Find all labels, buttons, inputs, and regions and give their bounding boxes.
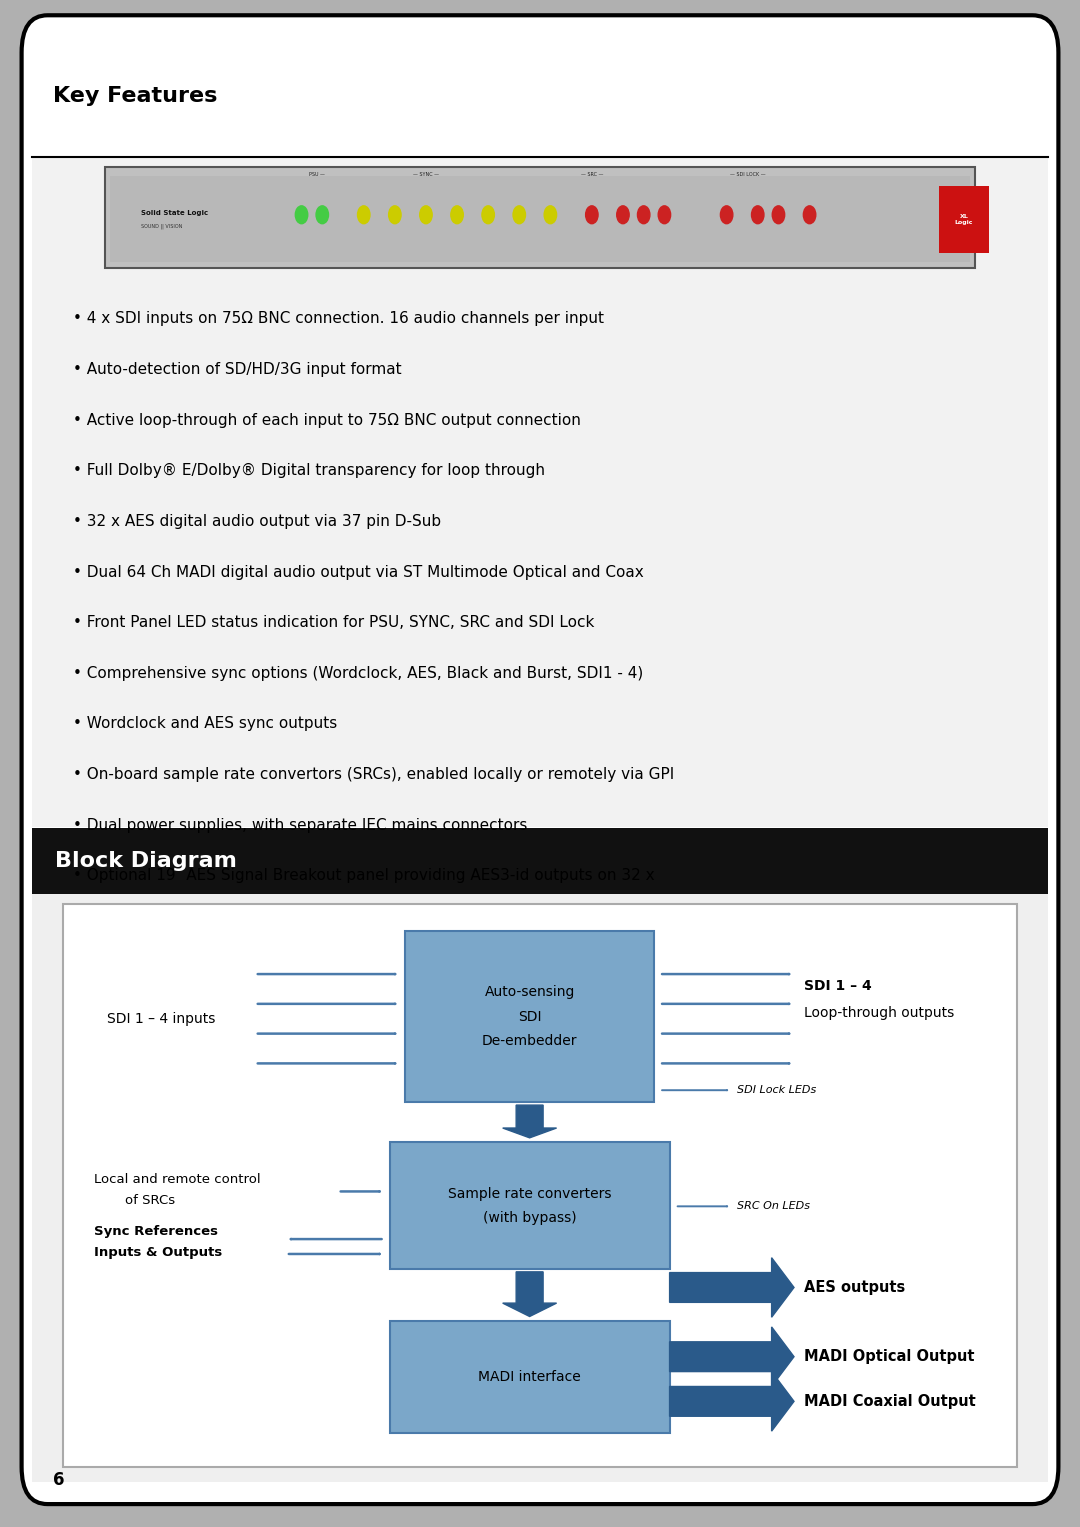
- FancyArrow shape: [502, 1106, 556, 1138]
- Text: Sync References: Sync References: [94, 1225, 218, 1238]
- Text: SDI 1 – 4 inputs: SDI 1 – 4 inputs: [107, 1012, 216, 1026]
- Text: Key Features: Key Features: [53, 86, 217, 105]
- Text: • Comprehensive sync options (Wordclock, AES, Black and Burst, SDI1 - 4): • Comprehensive sync options (Wordclock,…: [73, 666, 644, 681]
- Circle shape: [617, 206, 630, 223]
- Text: 6: 6: [53, 1471, 64, 1489]
- Circle shape: [389, 206, 401, 223]
- Text: • Optional 19″ AES Signal Breakout panel providing AES3-id outputs on 32 x: • Optional 19″ AES Signal Breakout panel…: [73, 869, 656, 883]
- Text: • On-board sample rate convertors (SRCs), enabled locally or remotely via GPI: • On-board sample rate convertors (SRCs)…: [73, 767, 675, 782]
- Text: MADI interface: MADI interface: [478, 1370, 581, 1383]
- Circle shape: [357, 206, 370, 223]
- Text: MADI Coaxial Output: MADI Coaxial Output: [805, 1394, 976, 1409]
- FancyBboxPatch shape: [22, 15, 1058, 1504]
- Text: Local and remote control: Local and remote control: [94, 1173, 260, 1186]
- Circle shape: [420, 206, 432, 223]
- FancyBboxPatch shape: [63, 904, 1017, 1467]
- Text: — SDI LOCK —: — SDI LOCK —: [730, 173, 765, 177]
- Text: • Auto-detection of SD/HD/3G input format: • Auto-detection of SD/HD/3G input forma…: [73, 362, 402, 377]
- Text: SOUND || VISION: SOUND || VISION: [140, 224, 183, 229]
- Text: SDI 1 – 4: SDI 1 – 4: [805, 979, 873, 993]
- Text: • Active loop-through of each input to 75Ω BNC output connection: • Active loop-through of each input to 7…: [73, 412, 581, 428]
- Text: SDI: SDI: [518, 1009, 541, 1023]
- Text: AES outputs: AES outputs: [805, 1280, 906, 1295]
- Text: MADI Optical Output: MADI Optical Output: [805, 1350, 975, 1364]
- Text: • Full Dolby® E/Dolby® Digital transparency for loop through: • Full Dolby® E/Dolby® Digital transpare…: [73, 463, 545, 478]
- Circle shape: [658, 206, 671, 223]
- Circle shape: [772, 206, 785, 223]
- Circle shape: [637, 206, 650, 223]
- FancyBboxPatch shape: [32, 157, 1048, 826]
- FancyBboxPatch shape: [110, 176, 970, 263]
- FancyArrow shape: [670, 1327, 794, 1387]
- Text: Inputs & Outputs: Inputs & Outputs: [94, 1246, 222, 1258]
- Circle shape: [804, 206, 815, 223]
- Circle shape: [450, 206, 463, 223]
- Text: SRC On LEDs: SRC On LEDs: [737, 1202, 810, 1211]
- Text: — SRC —: — SRC —: [581, 173, 603, 177]
- Circle shape: [482, 206, 495, 223]
- Text: — SYNC —: — SYNC —: [413, 173, 438, 177]
- Circle shape: [720, 206, 733, 223]
- Circle shape: [752, 206, 764, 223]
- Circle shape: [295, 206, 308, 223]
- Circle shape: [585, 206, 598, 223]
- Text: PSU —: PSU —: [309, 173, 325, 177]
- FancyArrow shape: [670, 1371, 794, 1431]
- FancyBboxPatch shape: [390, 1321, 670, 1432]
- FancyArrow shape: [502, 1272, 556, 1316]
- Text: Loop-through outputs: Loop-through outputs: [805, 1006, 955, 1020]
- Text: BNC connectors (75Ω): BNC connectors (75Ω): [96, 906, 266, 919]
- Text: Sample rate converters: Sample rate converters: [448, 1186, 611, 1200]
- FancyBboxPatch shape: [390, 1142, 670, 1269]
- Text: • 32 x AES digital audio output via 37 pin D-Sub: • 32 x AES digital audio output via 37 p…: [73, 515, 442, 528]
- Text: Block Diagram: Block Diagram: [55, 851, 237, 870]
- FancyBboxPatch shape: [405, 931, 654, 1102]
- Text: Auto-sensing: Auto-sensing: [485, 985, 575, 1000]
- Text: • Front Panel LED status indication for PSU, SYNC, SRC and SDI Lock: • Front Panel LED status indication for …: [73, 615, 595, 631]
- Text: XL
Logic: XL Logic: [955, 214, 973, 224]
- Text: De-embedder: De-embedder: [482, 1034, 578, 1048]
- Text: SDI Lock LEDs: SDI Lock LEDs: [737, 1086, 816, 1095]
- FancyArrow shape: [670, 1258, 794, 1318]
- Text: • Dual power supplies, with separate IEC mains connectors: • Dual power supplies, with separate IEC…: [73, 817, 528, 832]
- Circle shape: [316, 206, 328, 223]
- Circle shape: [544, 206, 556, 223]
- FancyBboxPatch shape: [32, 35, 1048, 157]
- FancyBboxPatch shape: [32, 893, 1048, 1481]
- Text: of SRCs: of SRCs: [125, 1194, 175, 1206]
- FancyBboxPatch shape: [940, 186, 989, 253]
- FancyBboxPatch shape: [32, 828, 1048, 893]
- Text: Solid State Logic: Solid State Logic: [140, 211, 208, 217]
- Text: • Dual 64 Ch MADI digital audio output via ST Multimode Optical and Coax: • Dual 64 Ch MADI digital audio output v…: [73, 565, 644, 580]
- Text: (with bypass): (with bypass): [483, 1211, 577, 1225]
- Circle shape: [513, 206, 526, 223]
- Text: • 4 x SDI inputs on 75Ω BNC connection. 16 audio channels per input: • 4 x SDI inputs on 75Ω BNC connection. …: [73, 312, 605, 327]
- FancyBboxPatch shape: [105, 166, 975, 269]
- Text: • Wordclock and AES sync outputs: • Wordclock and AES sync outputs: [73, 716, 338, 731]
